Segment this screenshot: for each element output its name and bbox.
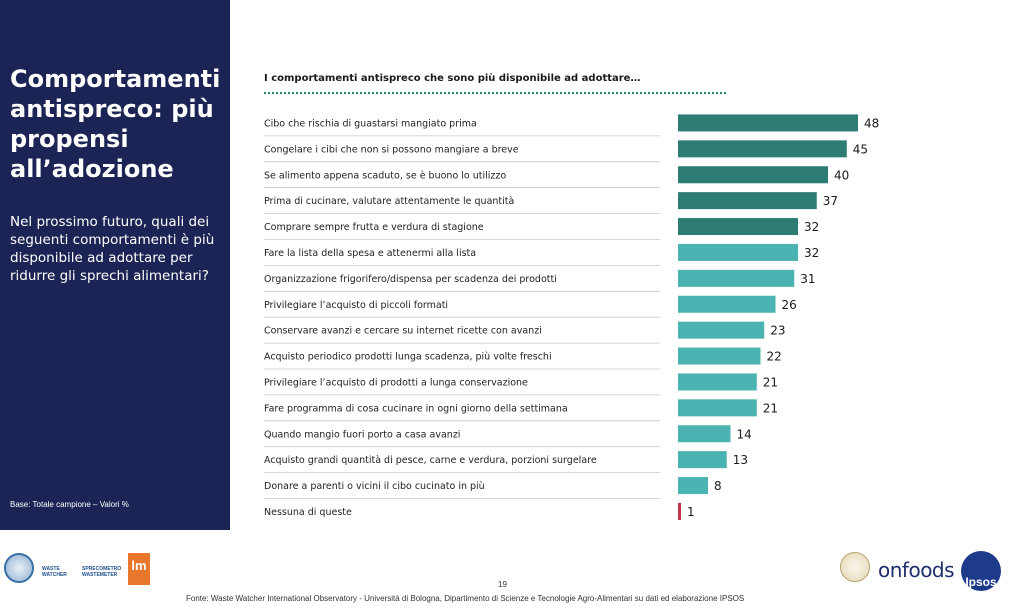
category-label: Se alimento appena scaduto, se è buono l…: [264, 170, 506, 181]
bar: [678, 295, 776, 313]
slide-title: Comportamenti antispreco: più propensi a…: [10, 65, 221, 183]
category-label: Donare a parenti o vicini il cibo cucina…: [264, 481, 485, 492]
wastemeter-logo-text: SPRECOMETRO WASTEMETER: [82, 566, 122, 578]
chart-title-divider: [264, 92, 726, 94]
bar: [678, 140, 847, 158]
bar: [678, 347, 761, 365]
value-label: 14: [737, 427, 752, 441]
value-label: 26: [782, 298, 797, 312]
category-label: Acquisto periodico prodotti lunga scaden…: [264, 352, 552, 363]
category-label: Privilegiare l’acquisto di prodotti a lu…: [264, 377, 528, 388]
university-crest-logo: [840, 552, 870, 582]
bar: [678, 269, 795, 287]
value-label: 31: [800, 272, 815, 286]
bar: [678, 218, 799, 236]
seal-logo: [4, 553, 34, 583]
footer-source: Fonte: Waste Watcher International Obser…: [186, 594, 745, 603]
bar: [678, 243, 799, 261]
category-label: Conservare avanzi e cercare su internet …: [264, 326, 542, 337]
bar: [678, 192, 817, 210]
category-label: Congelare i cibi che non si possono mang…: [264, 144, 519, 155]
waste-watcher-logo: WASTE WATCHER: [38, 552, 74, 584]
bar: [678, 425, 731, 443]
bar: [678, 321, 765, 339]
bar: [678, 373, 757, 391]
value-label: 23: [770, 324, 785, 338]
bar: [678, 477, 709, 495]
bar: [678, 114, 859, 132]
value-label: 32: [804, 246, 819, 260]
category-label: Cibo che rischia di guastarsi mangiato p…: [264, 118, 477, 129]
value-label: 37: [823, 194, 838, 208]
base-note: Base: Totale campione – Valori %: [10, 500, 129, 509]
value-label: 21: [763, 375, 778, 389]
bar: [678, 502, 681, 520]
page-number: 19: [498, 580, 507, 589]
wastemeter-logo: SPRECOMETRO WASTEMETER: [80, 552, 124, 584]
category-label: Organizzazione frigorifero/dispensa per …: [264, 274, 557, 285]
value-label: 45: [853, 142, 868, 156]
category-label: Acquisto grandi quantità di pesce, carne…: [264, 455, 597, 466]
value-label: 8: [714, 479, 722, 493]
value-label: 48: [864, 116, 879, 130]
lm-logo: lm: [128, 553, 150, 585]
category-label: Prima di cucinare, valutare attentamente…: [264, 196, 514, 207]
chart-title: I comportamenti antispreco che sono più …: [264, 73, 641, 84]
bar: [678, 451, 727, 469]
side-panel: Comportamenti antispreco: più propensi a…: [0, 0, 230, 530]
ipsos-logo: Ipsos: [961, 551, 1001, 591]
value-label: 40: [834, 168, 849, 182]
category-label: Comprare sempre frutta e verdura di stag…: [264, 222, 484, 233]
value-label: 22: [767, 350, 782, 364]
category-label: Privilegiare l’acquisto di piccoli forma…: [264, 300, 448, 311]
waste-watcher-logo-text: WASTE WATCHER: [42, 566, 67, 578]
value-label: 21: [763, 401, 778, 415]
value-label: 32: [804, 220, 819, 234]
category-label: Fare programma di cosa cucinare in ogni …: [264, 403, 568, 414]
onfoods-logo: onfoods: [878, 558, 955, 582]
value-label: 1: [687, 505, 695, 519]
category-label: Fare la lista della spesa e attenermi al…: [264, 248, 476, 259]
value-label: 13: [733, 453, 748, 467]
bar: [678, 166, 829, 184]
bar: [678, 399, 757, 417]
category-label: Nessuna di queste: [264, 507, 352, 518]
category-label: Quando mangio fuori porto a casa avanzi: [264, 429, 460, 440]
survey-question: Nel prossimo futuro, quali dei seguenti …: [10, 214, 215, 284]
